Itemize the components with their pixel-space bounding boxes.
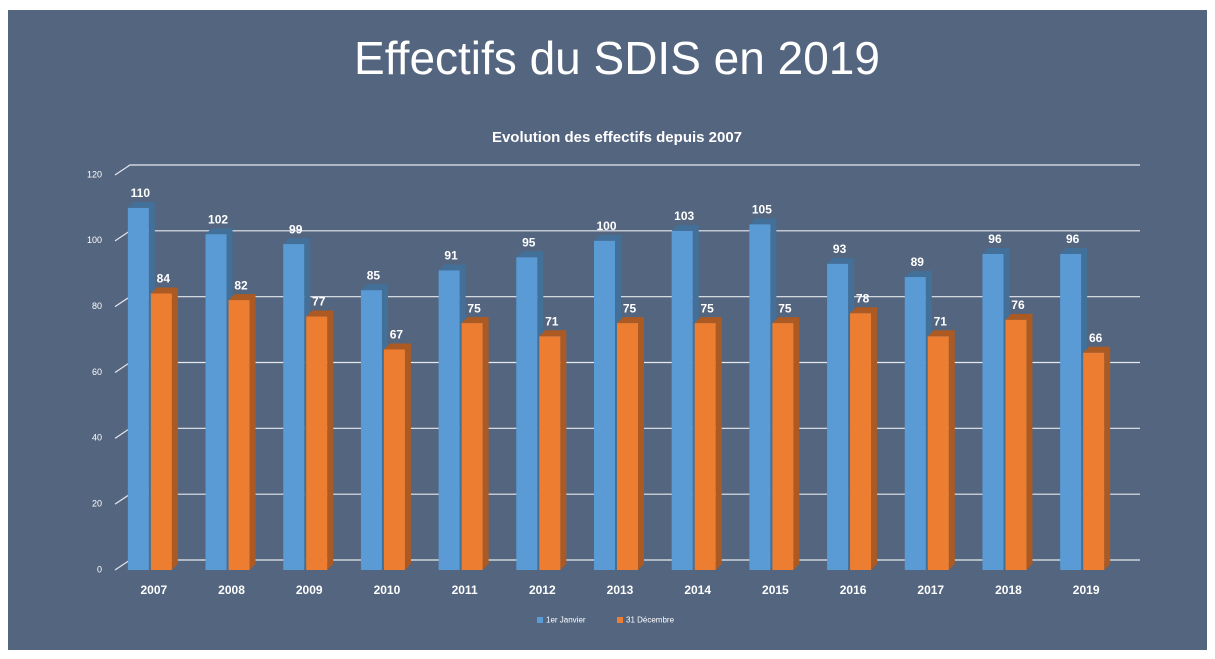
x-tick-label: 2009 — [296, 583, 323, 597]
x-tick-label: 2017 — [917, 583, 944, 597]
bar — [1083, 352, 1105, 570]
slide-title: Effectifs du SDIS en 2019 — [354, 32, 880, 84]
bar-depth — [1083, 346, 1111, 570]
x-tick-label: 2007 — [140, 583, 167, 597]
value-label: 105 — [752, 203, 772, 217]
x-tick-label: 2008 — [218, 583, 245, 597]
y-tick-label: 100 — [87, 235, 102, 245]
x-tick-label: 2015 — [762, 583, 789, 597]
value-label: 75 — [467, 301, 481, 315]
value-label: 103 — [674, 209, 694, 223]
bar — [694, 323, 716, 570]
value-label: 96 — [988, 232, 1002, 246]
value-label: 67 — [390, 328, 404, 342]
bar — [150, 293, 172, 570]
legend-label: 1er Janvier — [546, 616, 586, 625]
value-label: 71 — [934, 314, 948, 328]
value-label: 85 — [367, 268, 381, 282]
bar-depth — [617, 317, 644, 570]
x-tick-label: 2012 — [529, 583, 556, 597]
y-tick-label: 0 — [97, 564, 102, 574]
value-label: 96 — [1066, 232, 1080, 246]
value-label: 75 — [778, 301, 792, 315]
value-label: 75 — [623, 301, 637, 315]
value-label: 75 — [701, 301, 715, 315]
bar — [438, 270, 460, 570]
bar-depth — [694, 317, 722, 570]
bar — [360, 290, 382, 570]
value-label: 78 — [856, 291, 870, 305]
bar — [749, 224, 771, 570]
bar-depth — [772, 317, 800, 570]
bar — [850, 313, 872, 570]
bar-depth — [228, 294, 256, 570]
x-tick-label: 2018 — [995, 583, 1022, 597]
x-tick-label: 2013 — [607, 583, 634, 597]
value-label: 84 — [157, 272, 171, 286]
bar — [306, 316, 328, 570]
x-tick-label: 2010 — [374, 583, 401, 597]
bar — [671, 230, 693, 571]
chart-title: Evolution des effectifs depuis 2007 — [492, 129, 742, 146]
x-tick-label: 2016 — [840, 583, 867, 597]
bar-depth — [306, 310, 334, 570]
y-tick-label: 40 — [92, 433, 102, 443]
bar-depth — [1005, 313, 1033, 570]
bar — [927, 336, 949, 570]
value-label: 89 — [911, 255, 925, 269]
bar — [383, 349, 405, 570]
value-label: 77 — [312, 295, 326, 309]
bar — [283, 244, 305, 570]
value-label: 99 — [289, 222, 303, 236]
bar — [1005, 319, 1027, 570]
bar-depth — [461, 317, 489, 570]
y-tick-label: 80 — [92, 301, 102, 311]
y-tick-label: 120 — [87, 169, 102, 179]
x-tick-label: 2011 — [452, 583, 478, 597]
x-tick-label: 2014 — [684, 583, 711, 597]
legend-swatch — [617, 617, 623, 623]
value-label: 82 — [234, 278, 248, 292]
value-label: 95 — [522, 235, 536, 249]
value-label: 71 — [545, 314, 559, 328]
grid-line — [114, 164, 1140, 176]
bar-depth — [150, 287, 178, 570]
bar — [617, 323, 638, 570]
bar — [205, 234, 227, 570]
y-tick-label: 60 — [92, 367, 102, 377]
value-label: 76 — [1011, 298, 1025, 312]
bar — [827, 263, 849, 570]
value-label: 91 — [444, 249, 458, 263]
value-label: 110 — [131, 186, 151, 200]
value-label: 66 — [1089, 331, 1103, 345]
bar — [228, 300, 250, 570]
bar — [1060, 254, 1082, 570]
bar — [982, 254, 1004, 570]
bar-depth — [539, 330, 567, 570]
bar — [127, 207, 149, 570]
bar — [594, 240, 615, 571]
bar — [539, 336, 561, 570]
bar — [904, 277, 926, 570]
value-label: 102 — [208, 212, 228, 226]
legend-swatch — [537, 617, 543, 623]
value-label: 93 — [833, 242, 847, 256]
bar-depth — [383, 343, 411, 570]
bar-depth — [850, 307, 878, 570]
x-tick-label: 2019 — [1073, 583, 1100, 597]
bar — [461, 323, 483, 570]
bar — [516, 257, 538, 570]
legend-label: 31 Décembre — [626, 616, 675, 625]
value-label: 100 — [596, 219, 616, 233]
y-tick-label: 20 — [92, 499, 102, 509]
bar — [772, 323, 794, 570]
bar-depth — [927, 330, 955, 570]
